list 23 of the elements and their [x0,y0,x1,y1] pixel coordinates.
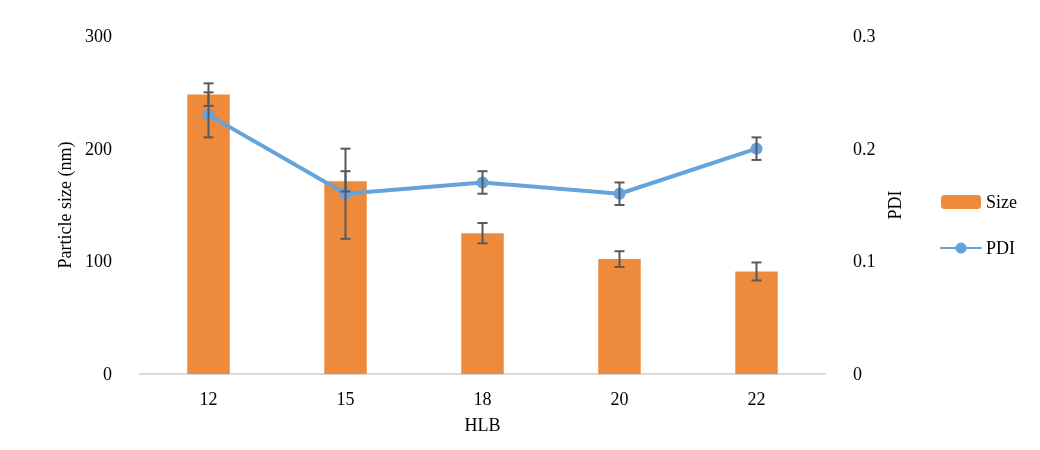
legend-label: PDI [986,238,1016,258]
x-axis-title: HLB [464,415,501,435]
legend-label: Size [986,192,1017,212]
y-tick-label: 300 [85,26,112,46]
y-tick-label: 0 [103,364,112,384]
x-tick-label: 20 [610,389,629,409]
y2-tick-label: 0.2 [853,138,876,159]
y2-tick-label: 0.3 [853,26,876,46]
bar [324,181,367,374]
bar [598,259,641,374]
y2-tick-label: 0.1 [853,251,876,272]
x-tick-label: 18 [473,389,492,409]
y-tick-label: 100 [85,251,112,272]
y2-tick-label: 0 [853,364,862,384]
bar [187,94,230,374]
x-tick-label: 12 [199,389,218,409]
bar [735,271,778,374]
x-tick-label: 22 [747,389,766,409]
y-axis-title: Particle size (nm) [55,141,77,269]
y2-axis-title: PDI [885,190,906,220]
bar [461,233,504,374]
x-tick-label: 15 [336,389,355,409]
y-tick-label: 200 [85,138,112,159]
